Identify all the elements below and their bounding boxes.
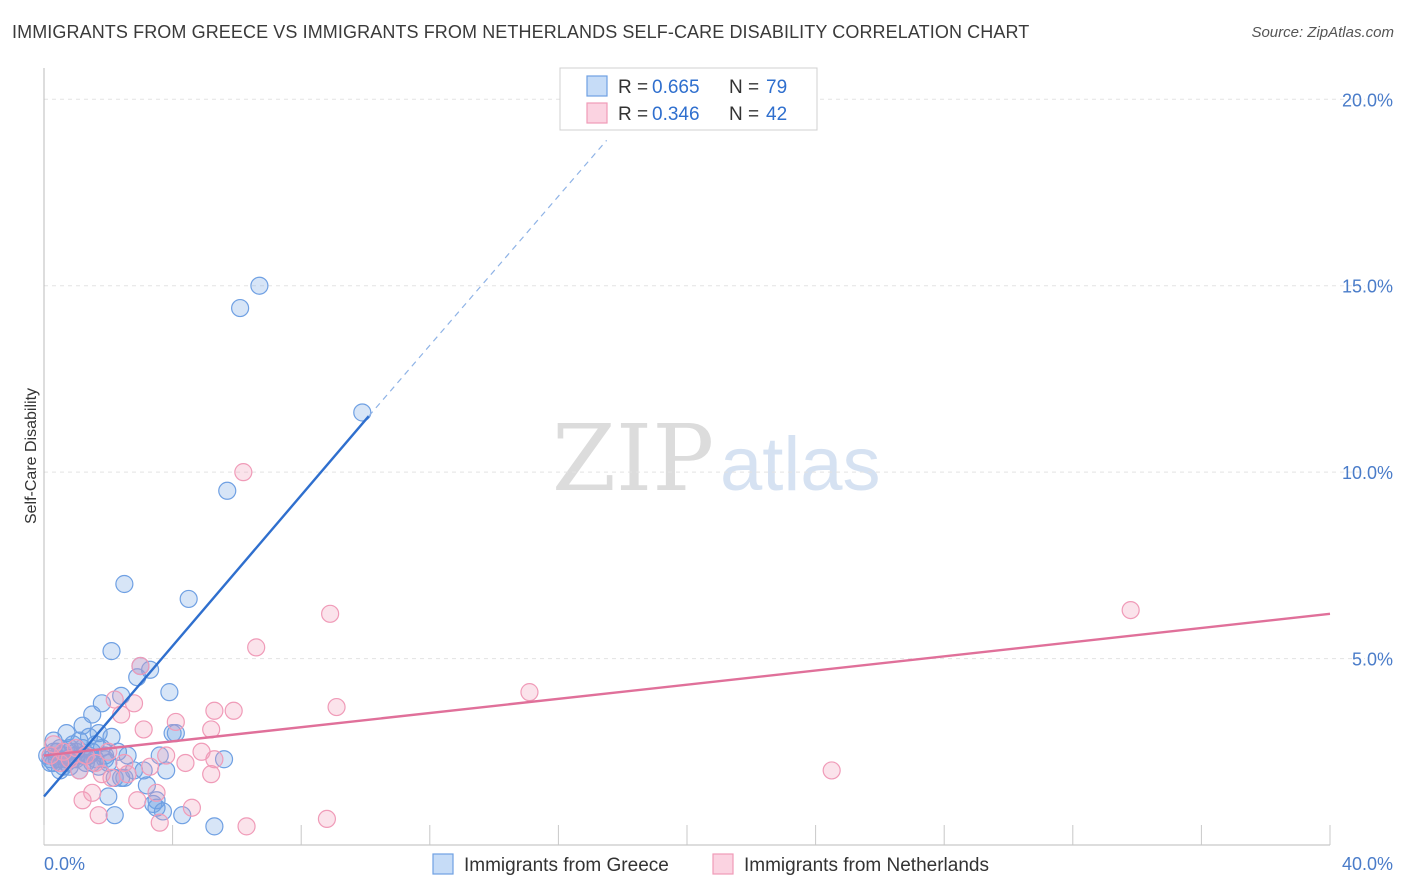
- data-point-netherlands: [150, 813, 169, 832]
- axes: [43, 68, 1331, 846]
- data-point-greece: [160, 683, 179, 702]
- data-point-netherlands: [182, 798, 201, 817]
- data-point-netherlands: [89, 806, 108, 825]
- series-legend: Immigrants from Greece Immigrants from N…: [432, 853, 989, 876]
- data-point-greece: [179, 589, 198, 609]
- chart-source: Source: ZipAtlas.com: [1251, 24, 1394, 41]
- data-point-netherlands: [140, 757, 160, 776]
- bottom-legend-label-greece: Immigrants from Greece: [464, 855, 669, 876]
- tick-labels: 5.0% 10.0% 15.0% 20.0% 0.0% 40.0%: [44, 90, 1393, 874]
- data-point-greece: [147, 798, 166, 817]
- data-point-netherlands: [86, 753, 105, 773]
- data-point-netherlands: [115, 753, 134, 773]
- legend-row-greece: R = 0.665 N = 79: [618, 77, 787, 98]
- data-point-netherlands: [327, 697, 346, 717]
- watermark-zip: ZIP: [552, 405, 714, 512]
- data-point-netherlands: [202, 765, 221, 784]
- data-point-netherlands: [176, 753, 195, 773]
- data-point-greece: [250, 276, 269, 295]
- x-tick-label: 0.0%: [44, 854, 85, 874]
- data-point-netherlands: [147, 783, 166, 802]
- legend-swatch-netherlands: [586, 102, 608, 124]
- data-point-netherlands: [205, 701, 224, 720]
- data-point-netherlands: [131, 656, 150, 676]
- trend-line-greece-extension: [368, 139, 608, 417]
- data-point-greece: [214, 750, 234, 769]
- data-point-greece: [115, 574, 134, 594]
- data-point-netherlands: [1121, 600, 1140, 620]
- data-point-netherlands: [166, 712, 185, 732]
- bottom-legend-label-netherlands: Immigrants from Netherlands: [744, 855, 989, 876]
- data-point-netherlands: [234, 463, 253, 482]
- data-point-netherlands: [321, 604, 340, 623]
- legend-n-value: 79: [766, 77, 787, 98]
- data-point-netherlands: [128, 791, 147, 810]
- y-tick-label: 10.0%: [1342, 463, 1393, 483]
- data-point-netherlands: [822, 761, 841, 780]
- data-point-greece: [99, 787, 118, 806]
- data-point-netherlands: [102, 768, 121, 787]
- trend-lines: [43, 139, 1331, 798]
- data-point-netherlands: [157, 746, 176, 765]
- y-tick-label: 5.0%: [1352, 650, 1393, 670]
- y-tick-label: 15.0%: [1342, 277, 1393, 297]
- data-point-netherlands: [520, 683, 539, 702]
- y-axis-label: Self-Care Disability: [23, 388, 40, 524]
- data-point-greece: [105, 806, 124, 825]
- data-point-netherlands: [237, 817, 256, 836]
- x-tick-label: 40.0%: [1342, 854, 1393, 874]
- chart-title: IMMIGRANTS FROM GREECE VS IMMIGRANTS FRO…: [12, 22, 1030, 42]
- data-point-netherlands: [44, 735, 63, 754]
- data-points: [38, 276, 1140, 836]
- trend-line-greece: [43, 415, 370, 798]
- data-point-greece: [231, 298, 250, 318]
- data-point-netherlands: [205, 750, 224, 769]
- data-point-greece: [205, 817, 224, 836]
- legend-row-netherlands: R = 0.346 N = 42: [618, 104, 787, 125]
- data-point-greece: [218, 481, 237, 500]
- y-tick-label: 20.0%: [1342, 90, 1393, 110]
- legend-n-label: N =: [729, 77, 764, 98]
- data-point-netherlands: [224, 701, 243, 720]
- data-point-netherlands: [118, 765, 137, 784]
- bottom-legend-swatch-netherlands: [712, 853, 734, 875]
- legend-r-value: 0.665: [652, 77, 700, 98]
- legend-n-value: 42: [766, 104, 787, 125]
- grid-lines: [44, 98, 1365, 660]
- data-point-netherlands: [83, 783, 102, 802]
- data-point-netherlands: [247, 638, 266, 657]
- data-point-netherlands: [134, 720, 153, 739]
- data-point-netherlands: [124, 694, 144, 713]
- data-point-greece: [173, 806, 192, 825]
- legend-r-label: R =: [618, 104, 653, 125]
- bottom-legend-swatch-greece: [432, 853, 454, 875]
- watermark: ZIP atlas: [552, 405, 881, 512]
- legend-swatch-greece: [586, 75, 608, 97]
- legend-r-value: 0.346: [652, 104, 700, 125]
- data-point-greece: [102, 642, 121, 661]
- legend-r-label: R =: [618, 77, 653, 98]
- data-point-netherlands: [73, 791, 92, 810]
- watermark-atlas: atlas: [720, 422, 881, 507]
- correlation-legend: R = 0.665 N = 79 R = 0.346 N = 42: [559, 67, 818, 131]
- data-point-netherlands: [92, 765, 111, 784]
- data-point-greece: [353, 403, 372, 422]
- data-point-greece: [137, 776, 156, 795]
- data-point-netherlands: [99, 742, 118, 761]
- legend-n-label: N =: [729, 104, 764, 125]
- trend-line-netherlands: [43, 612, 1331, 757]
- data-point-netherlands: [317, 809, 337, 829]
- data-point-greece: [147, 791, 166, 810]
